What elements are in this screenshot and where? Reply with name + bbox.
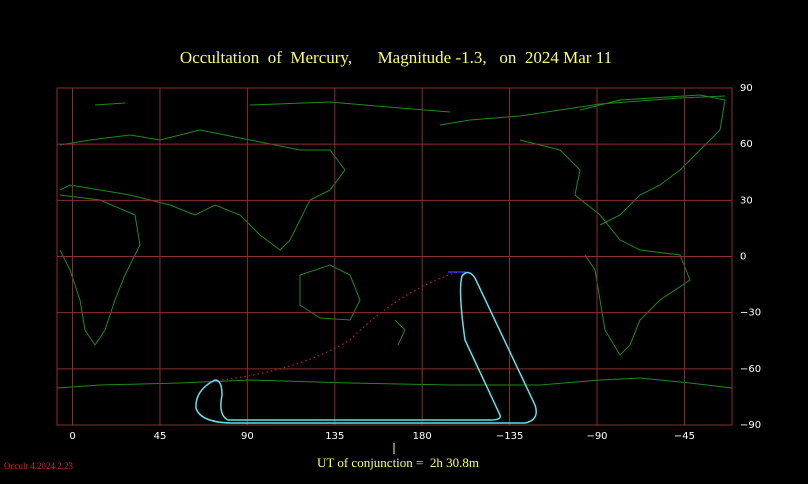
x-tick-label: 0 bbox=[69, 431, 75, 442]
x-tick-label: 90 bbox=[241, 431, 254, 442]
occultation-path bbox=[195, 271, 537, 424]
coastlines bbox=[56, 94, 733, 389]
x-tick-label: 135 bbox=[325, 431, 344, 442]
x-tick-label: −45 bbox=[674, 431, 695, 442]
version: Occult 4.2024.2.23 bbox=[4, 461, 73, 471]
x-tick-label: 180 bbox=[413, 431, 432, 442]
y-tick-label: −60 bbox=[740, 364, 761, 375]
footer: UT of conjunction = 2h 30.8m bbox=[317, 455, 479, 470]
y-tick-label: 90 bbox=[740, 83, 753, 94]
title: Occultation of Mercury, Magnitude -1.3, … bbox=[180, 48, 612, 67]
x-tick-label: 45 bbox=[154, 431, 167, 442]
y-tick-label: −90 bbox=[740, 420, 761, 431]
y-tick-label: −30 bbox=[740, 308, 761, 319]
x-tick-label: −135 bbox=[496, 431, 523, 442]
x-tick-label: −90 bbox=[586, 431, 607, 442]
y-tick-label: 60 bbox=[740, 139, 753, 150]
y-tick-label: 0 bbox=[740, 252, 746, 263]
y-tick-label: 30 bbox=[740, 195, 753, 206]
